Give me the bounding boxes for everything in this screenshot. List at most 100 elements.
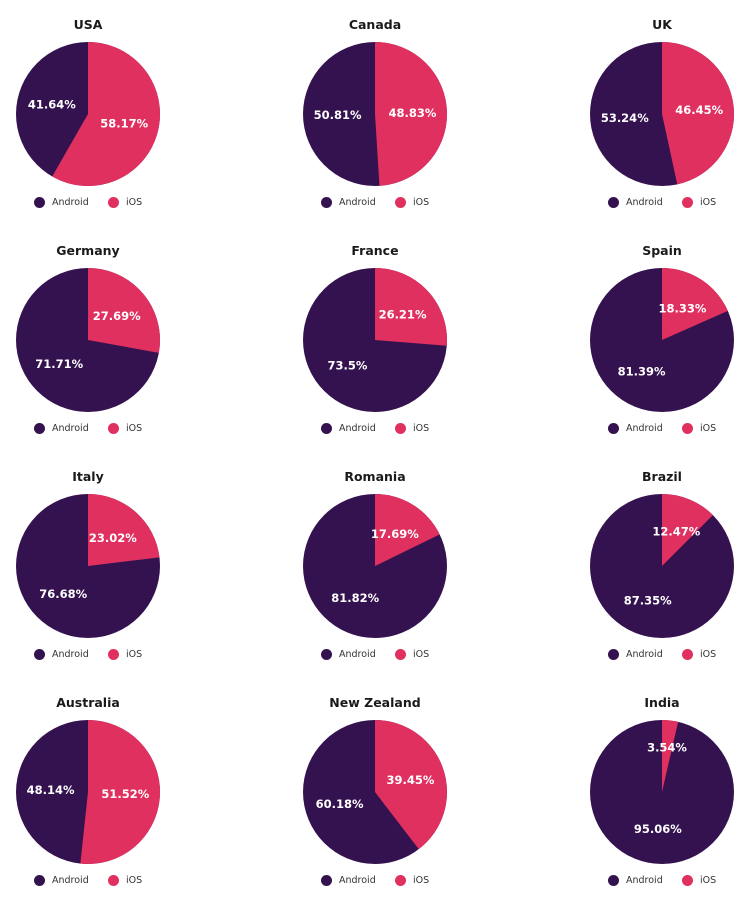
legend-label-android: Android — [52, 648, 89, 660]
legend-item-android: Android — [34, 194, 89, 210]
legend: Android iOS — [321, 872, 441, 888]
legend-item-ios: iOS — [682, 420, 716, 436]
slice-label-ios: 26.21% — [379, 308, 427, 322]
slice-ios — [662, 720, 679, 792]
slice-label-android: 71.71% — [35, 357, 83, 371]
legend-label-android: Android — [626, 648, 663, 660]
legend-swatch-android — [608, 422, 619, 434]
legend-label-ios: iOS — [700, 648, 717, 660]
legend-item-android: Android — [608, 646, 663, 662]
legend-swatch-android — [321, 648, 332, 660]
pie-chart-new-zealand: New Zealand 39.45% 60.18% Android iOS — [250, 678, 500, 904]
legend-swatch-android — [321, 196, 332, 208]
pie-chart-italy: Italy 23.02% 76.68% Android iOS — [0, 452, 213, 678]
legend-swatch-ios — [108, 874, 119, 886]
slice-label-android: 60.18% — [316, 797, 364, 811]
slice-ios — [662, 42, 734, 185]
slice-label-android: 41.64% — [28, 97, 76, 111]
legend-swatch-ios — [395, 874, 406, 886]
slice-label-android: 73.5% — [328, 358, 368, 372]
slice-ios — [52, 42, 160, 186]
pie-uk: 46.45% 53.24% — [590, 42, 734, 186]
pie-chart-india: India 3.54% 95.06% Android iOS — [537, 678, 750, 904]
legend-item-android: Android — [34, 420, 89, 436]
chart-title: Spain — [642, 243, 682, 258]
legend-item-android: Android — [321, 646, 376, 662]
legend-swatch-android — [608, 196, 619, 208]
pie-italy: 23.02% 76.68% — [16, 494, 160, 638]
pie-chart-australia: Australia 51.52% 48.14% Android iOS — [0, 678, 213, 904]
pie-australia: 51.52% 48.14% — [16, 720, 160, 864]
slice-ios — [88, 268, 160, 353]
legend: Android iOS — [34, 420, 154, 436]
legend-swatch-android — [321, 874, 332, 886]
slice-ios — [375, 42, 448, 186]
legend-item-android: Android — [608, 420, 663, 436]
legend-label-android: Android — [52, 422, 89, 434]
legend-item-ios: iOS — [395, 646, 429, 662]
legend-swatch-ios — [682, 196, 693, 208]
legend-label-android: Android — [339, 196, 376, 208]
legend-label-android: Android — [339, 874, 376, 886]
slice-label-android: 87.35% — [624, 594, 672, 608]
chart-title: Romania — [344, 469, 406, 484]
slice-ios — [662, 494, 713, 566]
legend-label-ios: iOS — [126, 874, 143, 886]
legend-swatch-android — [34, 422, 45, 434]
slice-label-android: 81.39% — [618, 364, 666, 378]
legend-item-ios: iOS — [108, 194, 142, 210]
pie-chart-usa: USA 58.17% 41.64% Android iOS — [0, 0, 213, 226]
legend-label-ios: iOS — [413, 648, 430, 660]
legend-swatch-android — [34, 648, 45, 660]
legend-label-ios: iOS — [700, 422, 717, 434]
slice-label-android: 76.68% — [39, 587, 87, 601]
legend-label-ios: iOS — [126, 648, 143, 660]
legend-swatch-ios — [682, 422, 693, 434]
legend-swatch-ios — [108, 422, 119, 434]
pie-chart-romania: Romania 17.69% 81.82% Android iOS — [250, 452, 500, 678]
legend-item-android: Android — [608, 872, 663, 888]
pie-new-zealand: 39.45% 60.18% — [303, 720, 447, 864]
chart-title: France — [351, 243, 399, 258]
slice-label-ios: 58.17% — [100, 117, 148, 131]
chart-title: Germany — [56, 243, 120, 258]
pie-chart-germany: Germany 27.69% 71.71% Android iOS — [0, 226, 213, 452]
pie-germany: 27.69% 71.71% — [16, 268, 160, 412]
pie-chart-france: France 26.21% 73.5% Android iOS — [250, 226, 500, 452]
slice-label-ios: 12.47% — [652, 524, 700, 538]
legend-label-ios: iOS — [126, 422, 143, 434]
legend: Android iOS — [321, 194, 441, 210]
slice-label-ios: 46.45% — [675, 103, 723, 117]
legend-item-ios: iOS — [108, 872, 142, 888]
pie-chart-canada: Canada 48.83% 50.81% Android iOS — [250, 0, 500, 226]
legend-label-android: Android — [52, 874, 89, 886]
slice-label-ios: 51.52% — [101, 787, 149, 801]
legend: Android iOS — [321, 420, 441, 436]
legend-item-ios: iOS — [682, 194, 716, 210]
legend-label-ios: iOS — [700, 874, 717, 886]
legend-item-ios: iOS — [395, 194, 429, 210]
legend-label-android: Android — [626, 196, 663, 208]
chart-title: Brazil — [642, 469, 682, 484]
slice-label-ios: 23.02% — [89, 531, 137, 545]
legend-item-ios: iOS — [682, 872, 716, 888]
slice-label-ios: 17.69% — [371, 527, 419, 541]
chart-title: Italy — [72, 469, 104, 484]
slice-label-android: 53.24% — [601, 111, 649, 125]
pie-spain: 18.33% 81.39% — [590, 268, 734, 412]
legend-label-ios: iOS — [700, 196, 717, 208]
slice-label-ios: 27.69% — [93, 309, 141, 323]
slice-label-ios: 48.83% — [388, 106, 436, 120]
legend: Android iOS — [608, 194, 728, 210]
legend-label-android: Android — [52, 196, 89, 208]
slice-label-android: 48.14% — [27, 783, 75, 797]
pie-brazil: 12.47% 87.35% — [590, 494, 734, 638]
legend-swatch-android — [34, 196, 45, 208]
legend-label-ios: iOS — [413, 422, 430, 434]
legend-item-android: Android — [321, 420, 376, 436]
legend-item-android: Android — [321, 872, 376, 888]
pie-chart-brazil: Brazil 12.47% 87.35% Android iOS — [537, 452, 750, 678]
pie-chart-uk: UK 46.45% 53.24% Android iOS — [537, 0, 750, 226]
legend-label-android: Android — [626, 422, 663, 434]
